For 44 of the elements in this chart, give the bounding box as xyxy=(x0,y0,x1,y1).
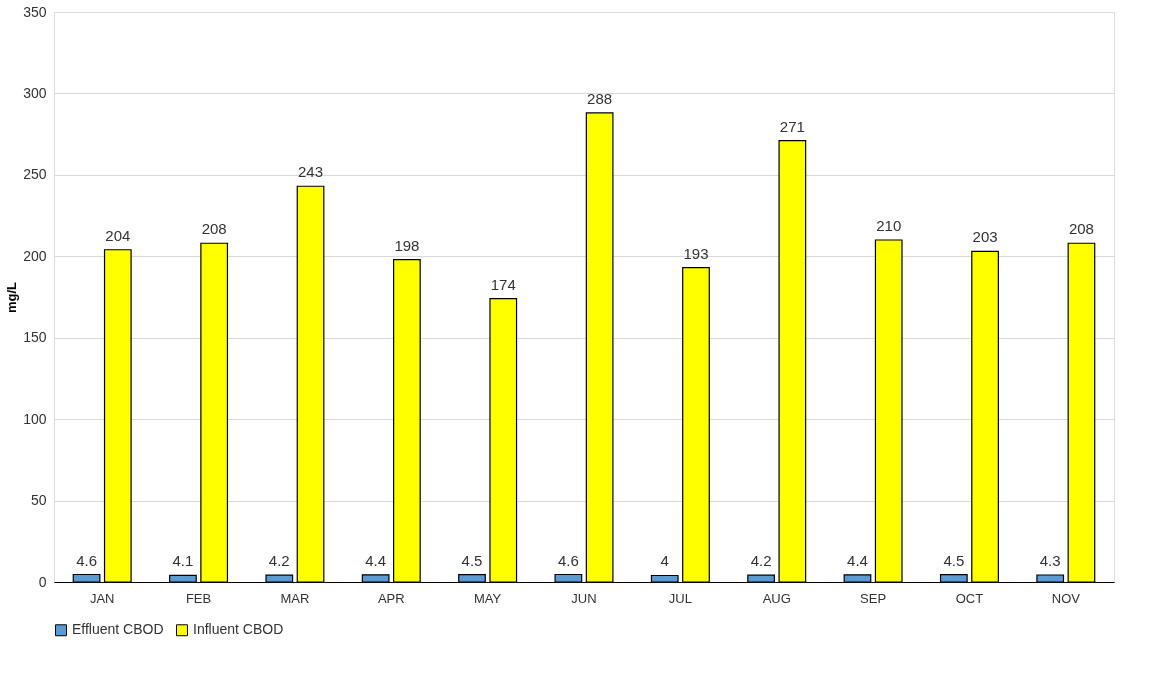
data-label: 4.4 xyxy=(847,551,868,569)
data-label: 208 xyxy=(201,220,227,238)
data-label: 4.5 xyxy=(461,551,483,569)
y-tick-label: 0 xyxy=(38,573,47,590)
data-label: 4.2 xyxy=(268,552,290,570)
legend-label: Influent CBOD xyxy=(193,621,284,638)
data-label: 4.1 xyxy=(172,552,194,570)
data-label: 288 xyxy=(587,89,613,107)
y-tick-label: 200 xyxy=(23,247,47,264)
data-label: 4.2 xyxy=(750,552,772,570)
data-label: 4.6 xyxy=(557,551,579,569)
x-tick-label: SEP xyxy=(860,590,887,606)
data-label: 4 xyxy=(660,552,669,570)
y-tick-label: 100 xyxy=(23,410,47,427)
data-label: 174 xyxy=(490,275,516,293)
data-label: 210 xyxy=(876,217,902,234)
x-tick-label: JAN xyxy=(89,590,115,606)
data-label: 4.5 xyxy=(943,551,965,569)
x-tick-label: MAR xyxy=(280,590,310,606)
x-tick-label: AUG xyxy=(762,590,791,606)
y-tick-label: 350 xyxy=(23,3,47,20)
y-tick-label: 300 xyxy=(23,84,47,101)
data-label: 243 xyxy=(298,163,324,181)
data-label: 4.6 xyxy=(76,551,97,569)
data-label: 198 xyxy=(394,236,420,254)
x-tick-label: MAY xyxy=(474,590,502,606)
data-label: 271 xyxy=(779,117,805,135)
y-axis-title: mg/L xyxy=(4,281,20,314)
data-label: 4.4 xyxy=(365,551,387,569)
data-label: 4.3 xyxy=(1039,552,1061,569)
y-tick-label: 50 xyxy=(30,492,47,509)
x-tick-label: OCT xyxy=(955,590,984,606)
legend-label: Effluent CBOD xyxy=(72,621,164,638)
data-label: 208 xyxy=(1068,220,1094,238)
x-tick-label: FEB xyxy=(185,590,212,606)
x-tick-label: APR xyxy=(377,590,405,606)
x-tick-label: JUL xyxy=(668,590,692,606)
data-label: 193 xyxy=(683,244,709,262)
y-tick-label: 150 xyxy=(23,329,47,346)
x-tick-label: NOV xyxy=(1051,590,1081,606)
x-tick-label: JUN xyxy=(571,590,597,606)
data-label: 203 xyxy=(972,228,998,246)
y-tick-label: 250 xyxy=(23,166,47,183)
data-label: 204 xyxy=(105,226,131,244)
